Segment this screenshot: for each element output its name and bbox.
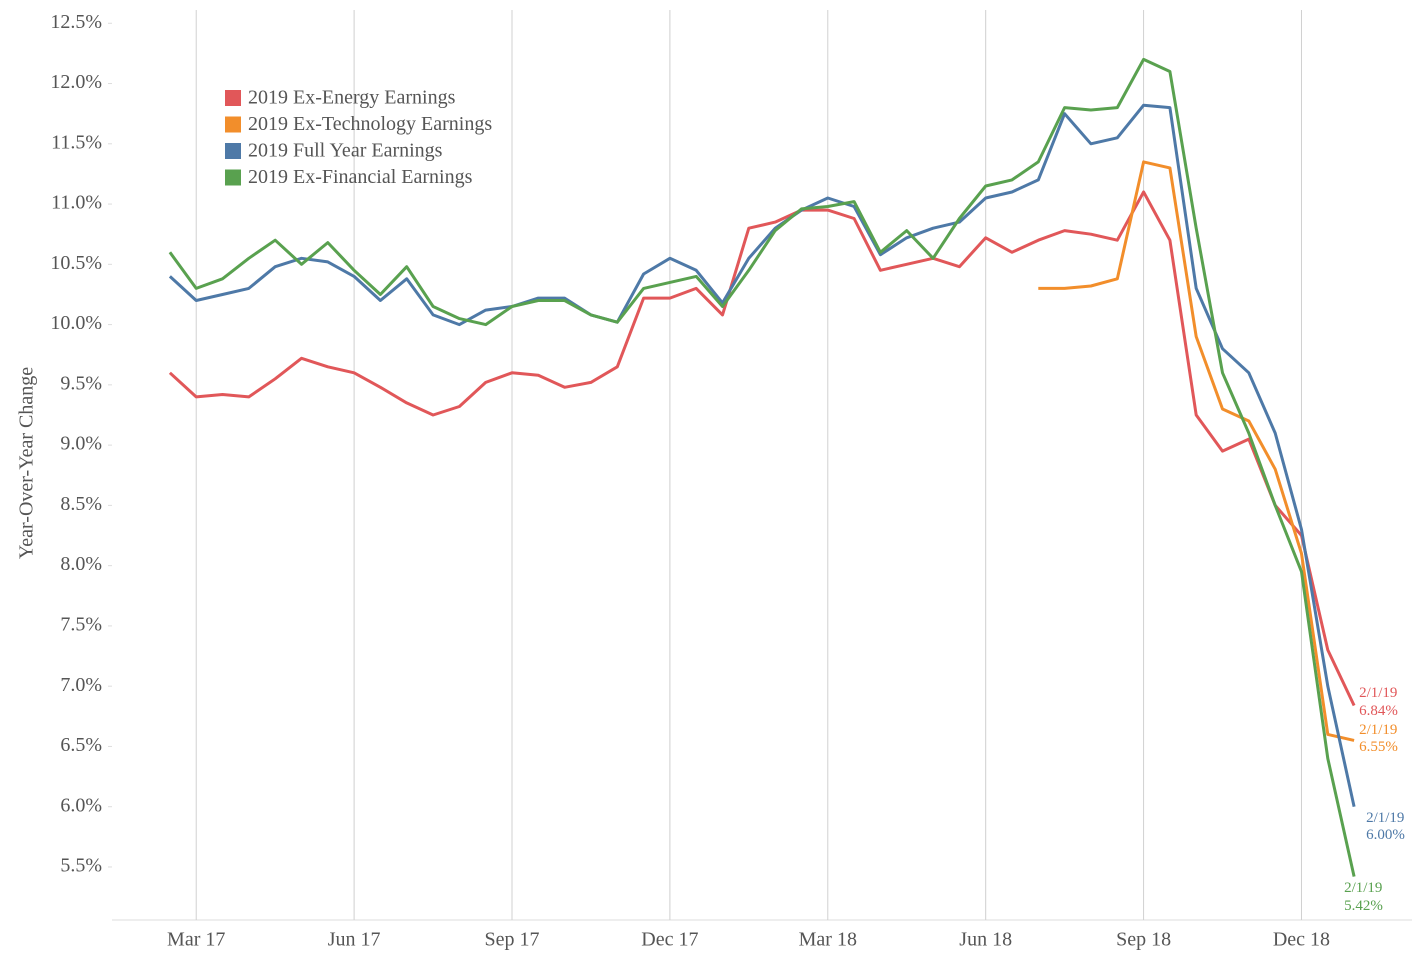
legend-label: 2019 Full Year Earnings — [248, 140, 443, 162]
series-line — [168, 103, 1356, 808]
x-tick-label: Dec 18 — [1273, 929, 1330, 951]
end-date-label: 2/1/19 — [1366, 810, 1404, 826]
x-tick-label: Dec 17 — [641, 929, 698, 951]
x-tick-label: Sep 17 — [485, 929, 540, 951]
legend-swatch — [225, 169, 241, 186]
end-date-label: 2/1/19 — [1359, 685, 1397, 701]
end-value-label: 6.00% — [1366, 827, 1405, 843]
x-tick-label: Mar 17 — [167, 929, 225, 951]
end-value-label: 5.42% — [1344, 898, 1383, 914]
y-tick-label: 8.5% — [60, 493, 102, 515]
y-tick-label: 8.0% — [60, 553, 102, 575]
x-tick-label: Jun 17 — [328, 929, 381, 951]
x-tick-label: Mar 18 — [799, 929, 857, 951]
series-line — [168, 57, 1356, 877]
y-tick-label: 12.5% — [50, 11, 102, 33]
y-tick-label: 9.0% — [60, 433, 102, 455]
y-tick-label: 7.0% — [60, 674, 102, 696]
y-axis-label: Year-Over-Year Change — [16, 367, 38, 559]
y-tick-label: 12.0% — [50, 71, 102, 93]
end-date-label: 2/1/19 — [1344, 880, 1382, 896]
x-tick-label: Sep 18 — [1116, 929, 1171, 951]
y-tick-label: 7.5% — [60, 614, 102, 636]
legend-label: 2019 Ex-Technology Earnings — [248, 113, 492, 135]
legend-swatch — [225, 90, 241, 106]
legend-label: 2019 Ex-Financial Earnings — [248, 166, 473, 188]
legend-label: 2019 Ex-Energy Earnings — [248, 87, 456, 109]
y-tick-label: 10.0% — [50, 312, 102, 334]
y-tick-label: 11.0% — [51, 192, 102, 214]
end-date-label: 2/1/19 — [1359, 722, 1397, 738]
y-tick-label: 11.5% — [51, 131, 102, 153]
legend-swatch — [225, 143, 241, 159]
end-value-label: 6.84% — [1359, 703, 1398, 719]
legend-swatch — [225, 116, 241, 133]
y-tick-label: 6.5% — [60, 734, 102, 756]
series-line — [1038, 160, 1355, 742]
y-tick-label: 9.5% — [60, 372, 102, 394]
y-tick-label: 10.5% — [50, 252, 102, 274]
y-tick-label: 5.5% — [60, 855, 102, 877]
end-value-label: 6.55% — [1359, 739, 1398, 755]
series-line — [168, 190, 1356, 707]
y-tick-label: 6.0% — [60, 794, 102, 816]
x-tick-label: Jun 18 — [959, 929, 1012, 951]
